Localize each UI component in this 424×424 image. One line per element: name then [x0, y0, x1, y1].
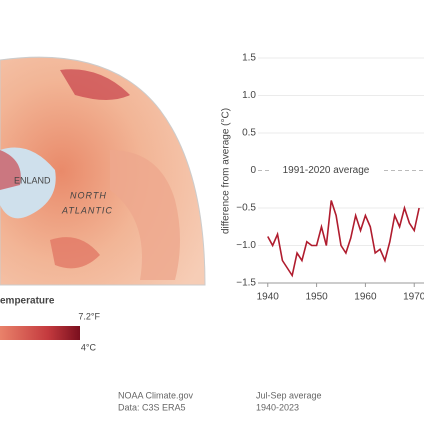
y-tick-label: −1.0: [236, 240, 256, 251]
x-tick-label: 1970: [403, 292, 424, 303]
y-tick-label: 0: [250, 165, 256, 176]
y-tick-label: 1.0: [242, 90, 256, 101]
x-tick-label: 1960: [354, 292, 377, 303]
map-label: ENLAND: [14, 175, 51, 185]
x-tick-label: 1940: [257, 292, 280, 303]
data-line: [267, 200, 420, 278]
color-bar: [0, 326, 80, 340]
reference-label: 1991-2020 average: [283, 165, 370, 176]
y-tick-label: −0.5: [236, 203, 256, 214]
reference-label-bg: [270, 163, 382, 178]
footer-text: Jul-Sep average: [256, 390, 322, 400]
footer-text: 1940-2023: [256, 402, 299, 412]
map-label: ATLANTIC: [61, 205, 113, 215]
y-tick-label: −1.5: [236, 278, 256, 289]
footer-text: Data: C3S ERA5: [118, 402, 186, 412]
map-legend: emperature 7.2°F 4°C: [0, 296, 101, 352]
y-tick-label: 0.5: [242, 128, 256, 139]
legend-label: 4°C: [81, 342, 97, 352]
y-tick-label: 1.5: [242, 53, 256, 64]
footer-text: NOAA Climate.gov: [118, 390, 194, 400]
x-tick-label: 1950: [305, 292, 328, 303]
legend-title: emperature: [0, 296, 55, 307]
y-axis-label: difference from average (°C): [221, 108, 232, 234]
legend-label: 7.2°F: [78, 311, 100, 321]
map-label: NORTH: [70, 190, 107, 200]
map: ENLAND NORTH ATLANTIC: [0, 56, 206, 286]
